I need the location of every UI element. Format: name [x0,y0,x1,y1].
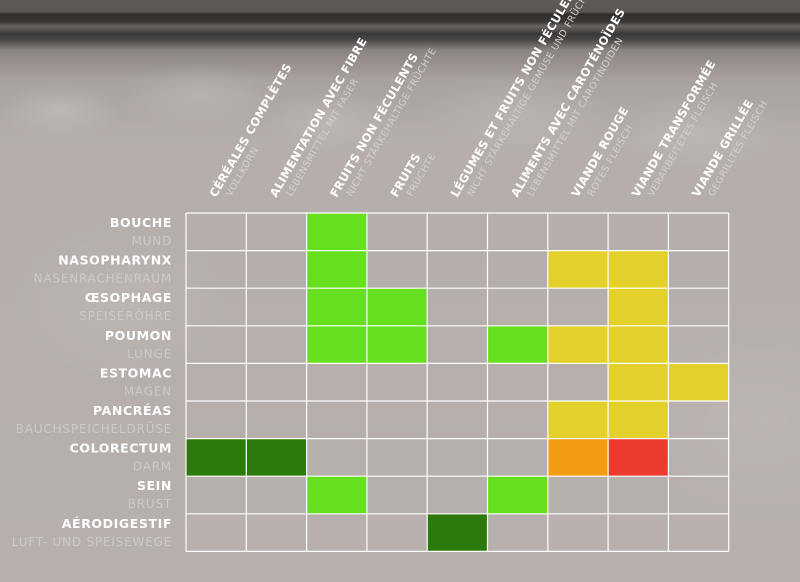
heatmap-cell [608,401,669,439]
row-label: PANCRÉAS [93,403,172,418]
heatmap-cell [487,325,548,364]
heatmap-cell [186,438,247,477]
heatmap-cell [547,438,609,477]
row-label-de: BAUCHSPEICHELDRÜSE [16,420,172,436]
heatmap-cell [306,250,367,289]
grid-lines [185,212,730,553]
row-label-de: LUNGE [127,347,172,361]
heatmap-cell [608,438,669,477]
heatmap-cell [306,213,367,251]
row-label-de: DARM [133,460,172,474]
heatmap-cell [608,250,669,289]
heatmap-cell [668,363,729,401]
heatmap-cell [366,288,428,326]
heatmap-cell [487,476,548,514]
row-label: NASOPHARYNX [58,253,172,268]
row-label: ŒSOPHAGE [85,290,172,305]
row-label-de: SPEISERÖHRE [79,307,172,323]
heatmap-cell [608,363,669,401]
row-label: BOUCHE [110,215,172,230]
row-label-de: BRUST [128,497,172,511]
heatmap-cell [608,288,669,326]
row-label-de: NASENRACHENRAUM [34,272,172,286]
heatmap-cell [366,325,428,364]
row-label: SEIN [137,478,172,493]
heatmap-cell [306,325,367,364]
row-label-de: MUND [131,234,172,248]
row-label: ESTOMAC [100,365,172,380]
heatmap-cell [547,325,609,364]
row-label: COLORECTUM [70,441,172,456]
heatmap-cell [547,250,609,289]
row-label: POUMON [105,328,172,343]
row-label-de: LUFT- UND SPEISEWEGE [12,535,172,549]
row-label-de: MAGEN [124,384,172,398]
heatmap-cell [246,438,307,477]
row-label: AÉRODIGESTIF [62,516,172,531]
heatmap-cell [608,325,669,364]
heatmap-cell [547,401,609,439]
heatmap-cell [427,513,488,552]
heatmap-cell [306,476,367,514]
heatmap-cell [306,288,367,326]
